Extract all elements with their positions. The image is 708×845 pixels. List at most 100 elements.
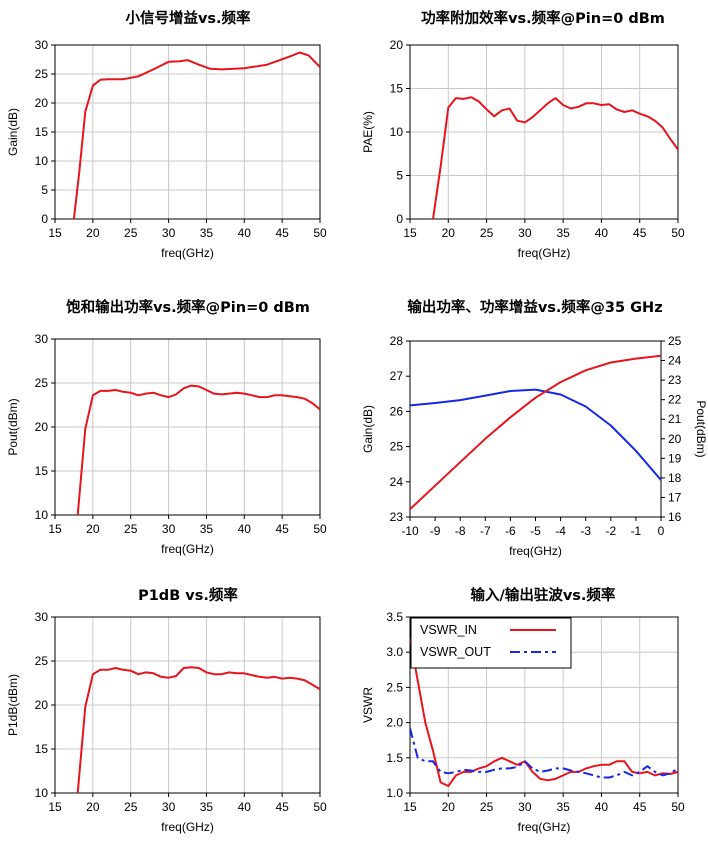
x-axis-label: freq(GHz) [518,820,571,834]
x-tick-label: -4 [555,524,566,538]
x-tick-label: 25 [124,522,138,536]
x-tick-label: -10 [401,524,419,538]
x-tick-label: 20 [442,800,456,814]
x-tick-label: 20 [86,800,100,814]
y-tick-label: 30 [35,332,49,346]
y-tick-label: 10 [35,154,49,168]
y-tick-label: 25 [390,440,404,454]
y-tick-label: 0 [396,212,403,226]
x-axis-label: freq(GHz) [509,544,562,558]
y-tick-label: 15 [35,125,49,139]
x-tick-label: 35 [200,522,214,536]
y-tick-label: 10 [390,125,404,139]
y2-tick-label: 20 [668,432,682,446]
x-tick-label: 15 [48,522,62,536]
y-tick-label: 3.5 [386,610,403,624]
y-tick-label: 15 [35,464,49,478]
legend-box [410,617,572,669]
y-tick-label: 28 [390,334,404,348]
plot-frame [409,340,662,518]
x-tick-label: 35 [556,800,570,814]
x-tick-label: 30 [518,226,532,240]
y2-tick-label: 21 [668,412,682,426]
x-tick-label: -5 [530,524,541,538]
y-tick-label: 30 [35,610,49,624]
y2-tick-label: 18 [668,471,682,485]
x-tick-label: 25 [480,800,494,814]
legend-entry-label: VSWR_IN [420,623,477,637]
y-axis-label: Pout(dBm) [6,398,20,455]
y-tick-label: 5 [396,169,403,183]
x-tick-label: 35 [200,800,214,814]
x-tick-label: -7 [480,524,491,538]
y-tick-label: 1.5 [386,751,403,765]
chart-2: 功率附加效率vs.频率@Pin=0 dBm 15 20 25 30 35 40 45 50 0 5 1… [361,9,685,260]
y-tick-label: 27 [390,369,404,383]
chart-title: 小信号增益vs.频率 [125,9,251,27]
y2-axis-label: Pout(dBm) [694,400,708,457]
y-axis-label: PAE(%) [361,111,375,153]
y2-tick-label: 19 [668,451,682,465]
x-tick-label: 15 [403,226,417,240]
y2-tick-label: 25 [668,334,682,348]
chart-title: P1dB vs.频率 [138,586,238,604]
plot-frame [409,616,679,794]
series-line-vswr_out [410,727,678,779]
x-axis-label: freq(GHz) [518,246,571,260]
chart-6: 输入/输出驻波vs.频率 15 20 25 30 35 40 45 50 1.0 1.5 2.0 2.5… [361,586,685,834]
series-line-1 [410,388,661,481]
chart-title: 输入/输出驻波vs.频率 [471,586,616,604]
y-tick-label: 2.0 [386,716,403,730]
x-tick-label: -9 [430,524,441,538]
x-axis-label: freq(GHz) [161,820,214,834]
x-tick-label: 20 [86,522,100,536]
y-tick-label: 25 [35,376,49,390]
y-axis-label: P1dB(dBm) [6,674,20,736]
x-tick-label: 25 [480,226,494,240]
y-tick-label: 20 [390,38,404,52]
x-tick-label: 45 [275,800,289,814]
y2-tick-label: 17 [668,490,682,504]
x-tick-label: 50 [671,800,685,814]
x-tick-label: 30 [162,226,176,240]
x-tick-label: 20 [442,226,456,240]
x-tick-label: 40 [238,226,252,240]
y-tick-label: 20 [35,420,49,434]
chart-title: 功率附加效率vs.频率@Pin=0 dBm [421,9,665,27]
legend: VSWR_IN VSWR_OUT [410,617,572,669]
y-tick-label: 23 [390,510,404,524]
x-tick-label: -1 [631,524,642,538]
x-tick-label: 45 [275,226,289,240]
y-tick-label: 5 [41,183,48,197]
y-tick-label: 15 [35,742,49,756]
x-tick-label: 40 [238,522,252,536]
y-axis-label: VSWR [361,687,375,723]
x-tick-label: 40 [595,226,609,240]
series-line-1 [76,666,320,793]
x-tick-label: -2 [605,524,616,538]
y-tick-label: 1.0 [386,786,403,800]
x-tick-label: 50 [313,226,327,240]
series-line-1 [432,96,678,219]
y-tick-label: 24 [390,475,404,489]
y2-tick-label: 24 [668,354,682,368]
y-tick-label: 10 [35,786,49,800]
x-tick-label: 50 [671,226,685,240]
y-tick-label: 20 [35,96,49,110]
series-line-vswr_in [410,637,678,787]
x-tick-label: 40 [238,800,252,814]
x-tick-label: 40 [595,800,609,814]
x-tick-label: 30 [518,800,532,814]
y-tick-label: 20 [35,698,49,712]
y-tick-label: 3.0 [386,645,403,659]
y-tick-label: 25 [35,67,49,81]
x-tick-label: -8 [455,524,466,538]
x-tick-label: 50 [313,800,327,814]
x-tick-label: 25 [124,226,138,240]
x-tick-label: 45 [275,522,289,536]
x-tick-label: -6 [505,524,516,538]
y-tick-label: 15 [390,82,404,96]
